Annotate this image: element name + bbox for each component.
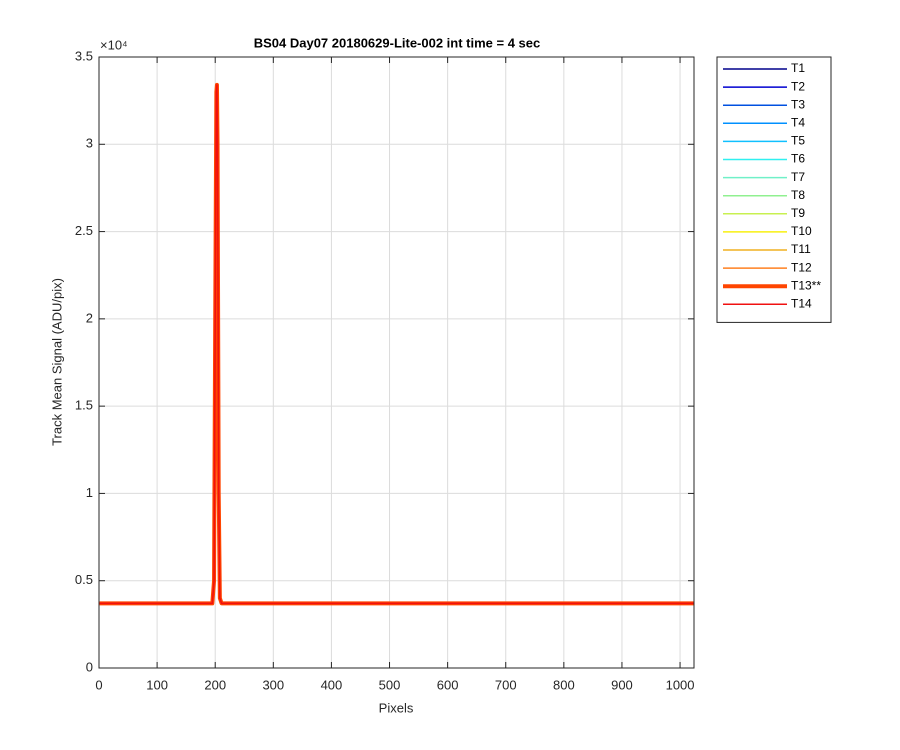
legend-label: T5	[791, 134, 805, 148]
legend-label: T6	[791, 152, 805, 166]
legend-label: T12	[791, 260, 812, 274]
x-tick-label: 900	[611, 677, 633, 692]
x-tick-label: 600	[437, 677, 459, 692]
y-tick-label: 1.5	[75, 398, 93, 413]
x-axis-label: Pixels	[379, 700, 414, 715]
legend-label: T13**	[791, 278, 821, 292]
y-tick-label: 3	[86, 136, 93, 151]
x-tick-label: 0	[95, 677, 102, 692]
plot-frame	[98, 56, 695, 669]
y-tick-label: 0	[86, 659, 93, 674]
legend-label: T11	[791, 242, 811, 256]
legend-label: T8	[791, 188, 805, 202]
y-multiplier: ×10⁴	[100, 37, 128, 52]
legend-label: T1	[791, 61, 805, 75]
y-tick-label: 3.5	[75, 48, 93, 63]
y-tick-label: 2.5	[75, 223, 93, 238]
x-tick-label: 800	[553, 677, 575, 692]
x-tick-label: 100	[146, 677, 168, 692]
legend-label: T14	[791, 296, 812, 310]
x-tick-label: 500	[379, 677, 401, 692]
chart-title: BS04 Day07 20180629-Lite-002 int time = …	[254, 35, 541, 50]
legend-label: T2	[791, 79, 805, 93]
series-line	[99, 84, 694, 605]
y-axis-label: Track Mean Signal (ADU/pix)	[49, 278, 64, 446]
x-tick-label: 400	[321, 677, 343, 692]
legend-label: T10	[791, 224, 812, 238]
x-tick-label: 200	[204, 677, 226, 692]
legend-label: T9	[791, 206, 805, 220]
legend-box	[716, 56, 832, 323]
y-tick-label: 1	[86, 485, 93, 500]
y-tick-label: 2	[86, 310, 93, 325]
x-tick-label: 700	[495, 677, 517, 692]
y-tick-label: 0.5	[75, 572, 93, 587]
legend-label: T3	[791, 97, 805, 111]
legend-label: T7	[791, 170, 805, 184]
x-tick-label: 1000	[666, 677, 695, 692]
legend-label: T4	[791, 115, 805, 129]
x-tick-label: 300	[262, 677, 284, 692]
